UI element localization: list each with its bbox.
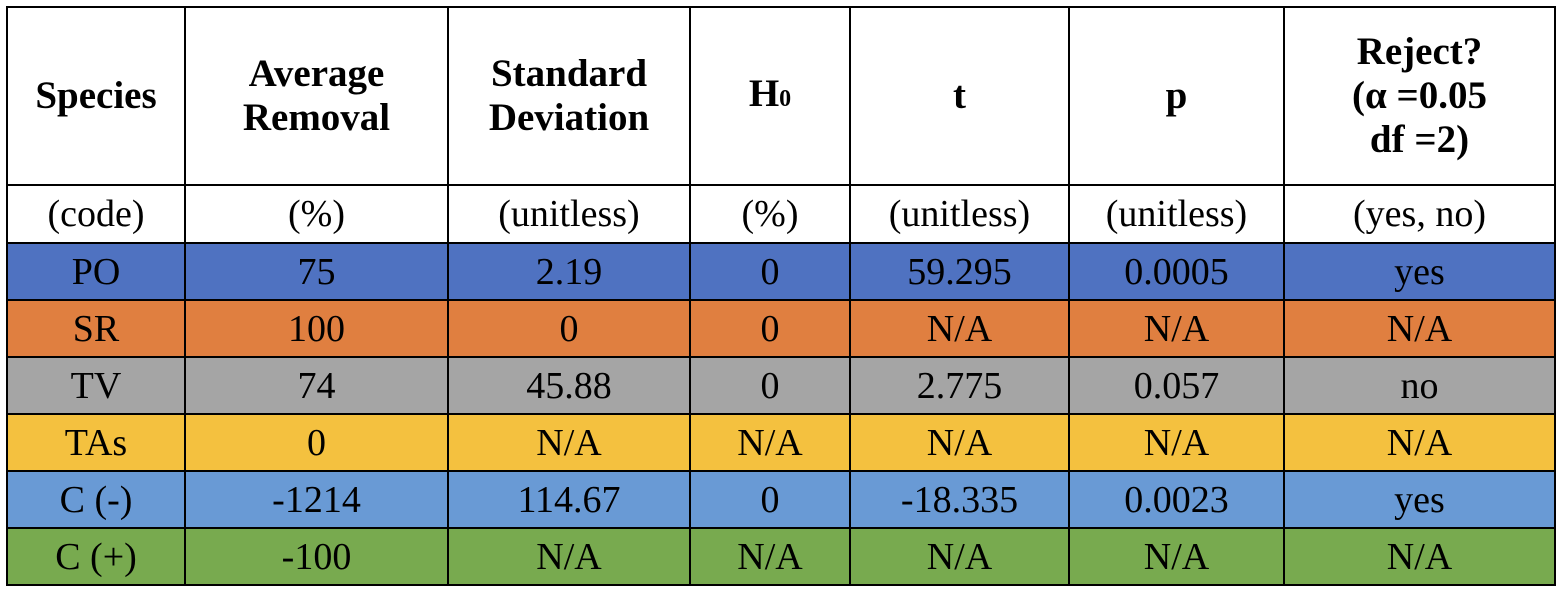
cell-h0: 0 — [689, 299, 851, 358]
header-species: Species — [6, 6, 186, 186]
unit-cell: (code) — [6, 184, 186, 244]
header-row: Species Average Removal Standard Deviation… — [6, 6, 1556, 186]
unit-cell: (%) — [184, 184, 449, 244]
cell-t: 59.295 — [849, 242, 1070, 301]
cell-p: 0.057 — [1068, 356, 1285, 415]
cell-p: N/A — [1068, 527, 1285, 586]
cell-average-removal: 100 — [184, 299, 449, 358]
cell-h0: 0 — [689, 470, 851, 529]
table-row: TAs 0 N/A N/A N/A N/A N/A — [6, 413, 1556, 472]
cell-standard-deviation: 0 — [447, 299, 691, 358]
table-row: C (-) -1214 114.67 0 -18.335 0.0023 yes — [6, 470, 1556, 529]
cell-h0: N/A — [689, 413, 851, 472]
cell-p: 0.0005 — [1068, 242, 1285, 301]
cell-average-removal: 0 — [184, 413, 449, 472]
cell-t: -18.335 — [849, 470, 1070, 529]
cell-reject: yes — [1283, 242, 1556, 301]
cell-reject: N/A — [1283, 527, 1556, 586]
cell-h0: N/A — [689, 527, 851, 586]
cell-t: N/A — [849, 299, 1070, 358]
cell-t: N/A — [849, 413, 1070, 472]
header-t: t — [849, 6, 1070, 186]
cell-reject: yes — [1283, 470, 1556, 529]
cell-t: N/A — [849, 527, 1070, 586]
cell-species: C (+) — [6, 527, 186, 586]
cell-standard-deviation: 45.88 — [447, 356, 691, 415]
cell-standard-deviation: 114.67 — [447, 470, 691, 529]
cell-standard-deviation: N/A — [447, 413, 691, 472]
unit-cell: (unitless) — [849, 184, 1070, 244]
data-rows: PO 75 2.19 0 59.295 0.0005 yes SR 100 0 0 N/A N/A N/A… — [6, 242, 1556, 586]
cell-standard-deviation: N/A — [447, 527, 691, 586]
cell-standard-deviation: 2.19 — [447, 242, 691, 301]
header-standard-deviation: Standard Deviation — [447, 6, 691, 186]
cell-species: PO — [6, 242, 186, 301]
results-table: Species Average Removal Standard Deviation… — [6, 6, 1556, 586]
table-row: C (+) -100 N/A N/A N/A N/A N/A — [6, 527, 1556, 586]
cell-h0: 0 — [689, 242, 851, 301]
cell-p: N/A — [1068, 299, 1285, 358]
unit-cell: (unitless) — [447, 184, 691, 244]
cell-species: C (-) — [6, 470, 186, 529]
cell-species: SR — [6, 299, 186, 358]
cell-p: 0.0023 — [1068, 470, 1285, 529]
cell-p: N/A — [1068, 413, 1285, 472]
cell-average-removal: -100 — [184, 527, 449, 586]
header-average-removal: Average Removal — [184, 6, 449, 186]
unit-cell: (unitless) — [1068, 184, 1285, 244]
table-row: TV 74 45.88 0 2.775 0.057 no — [6, 356, 1556, 415]
cell-t: 2.775 — [849, 356, 1070, 415]
unit-cell: (yes, no) — [1283, 184, 1556, 244]
cell-reject: N/A — [1283, 413, 1556, 472]
header-h0-subscript: 0 — [779, 85, 792, 112]
header-h0: H0 — [689, 6, 851, 186]
cell-species: TAs — [6, 413, 186, 472]
cell-average-removal: 75 — [184, 242, 449, 301]
header-p: p — [1068, 6, 1285, 186]
table-row: PO 75 2.19 0 59.295 0.0005 yes — [6, 242, 1556, 301]
units-row: (code) (%) (unitless) (%) (unitless) (un… — [6, 184, 1556, 244]
cell-reject: no — [1283, 356, 1556, 415]
cell-species: TV — [6, 356, 186, 415]
unit-cell: (%) — [689, 184, 851, 244]
cell-average-removal: -1214 — [184, 470, 449, 529]
cell-average-removal: 74 — [184, 356, 449, 415]
cell-reject: N/A — [1283, 299, 1556, 358]
table-row: SR 100 0 0 N/A N/A N/A — [6, 299, 1556, 358]
cell-h0: 0 — [689, 356, 851, 415]
header-reject: Reject? (α =0.05 df =2) — [1283, 6, 1556, 186]
